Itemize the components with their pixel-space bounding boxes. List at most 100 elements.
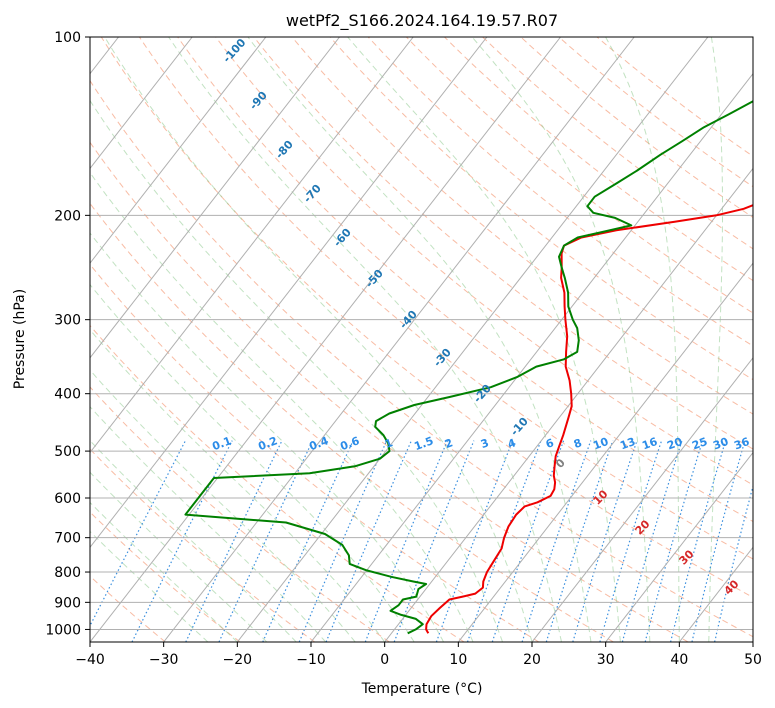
y-tick-label: 100 — [54, 30, 81, 46]
isotherm — [90, 37, 193, 170]
dry-adiabat — [90, 263, 540, 642]
moist-adiabat — [90, 369, 356, 642]
moist-adiabat — [90, 171, 474, 642]
dry-adiabat — [215, 37, 753, 486]
moist-adiabat — [90, 406, 327, 642]
mixing-ratio-label: 25 — [690, 435, 709, 452]
background-lines — [90, 37, 753, 642]
moist-adiabat — [471, 37, 651, 642]
dry-adiabat — [90, 79, 753, 638]
mixing-ratio-line — [298, 440, 388, 642]
mixing-ratio-label: 0.6 — [338, 434, 361, 453]
mixing-ratio-label: 10 — [591, 435, 610, 453]
moist-adiabat — [90, 439, 297, 642]
x-axis-label: Temperature (°C) — [361, 681, 483, 697]
mixing-ratio-line — [435, 440, 514, 642]
dry-adiabat — [90, 448, 315, 642]
isotherm — [457, 262, 753, 642]
y-axis-label: Pressure (hPa) — [12, 289, 28, 389]
x-tick-label: 30 — [597, 652, 615, 668]
isotherm — [90, 37, 340, 359]
mixing-ratio-line — [131, 440, 233, 642]
y-tick-label: 400 — [54, 387, 81, 403]
mixing-ratio-label: 2 — [443, 436, 455, 451]
mixing-ratio-label: 6 — [544, 436, 556, 451]
y-tick-label: 300 — [54, 313, 81, 329]
mixing-ratio-line — [644, 440, 704, 642]
dry-adiabat — [329, 37, 753, 381]
isotherm — [90, 37, 561, 642]
moist-adiabat — [90, 501, 238, 642]
moist-adiabat — [90, 99, 503, 642]
isotherm — [310, 72, 753, 642]
isotherm — [90, 37, 414, 454]
y-tick-label: 600 — [54, 491, 81, 507]
isotherm — [90, 37, 267, 264]
mixing-ratio-line — [325, 440, 412, 642]
moist-adiabat — [90, 329, 386, 642]
dry-adiabat — [253, 37, 753, 450]
moist-adiabat — [90, 283, 415, 642]
dry-adiabat — [291, 37, 753, 415]
x-tick-label: −30 — [149, 652, 179, 668]
chart-title: wetPf2_S166.2024.164.19.57.R07 — [286, 11, 558, 31]
moist-adiabat — [90, 471, 268, 642]
x-tick-label: 0 — [380, 652, 389, 668]
x-tick-label: −40 — [75, 652, 105, 668]
mixing-ratio-label: 0.2 — [256, 434, 279, 453]
isotherm — [605, 451, 753, 642]
dry-adiabat — [520, 37, 753, 219]
moist-adiabat — [605, 37, 680, 642]
dry-adiabat — [138, 37, 753, 560]
y-axis: 100 200 300 400 500 600 700 800 900 1000 — [45, 30, 90, 638]
dewpoint-trace — [184, 100, 753, 635]
mixing-ratio-line — [599, 440, 663, 642]
moist-adiabat — [247, 37, 592, 642]
y-tick-label: 900 — [54, 595, 81, 611]
mixing-ratio-line — [572, 440, 638, 642]
mixing-ratio-line — [621, 440, 683, 642]
x-axis: −40 −30 −20 −10 0 10 20 30 40 50 — [75, 642, 762, 668]
line-labels: -100-90-80-70-60-50-40-30-20-100.1 0.2 0.4… — [210, 37, 751, 598]
isotherm — [236, 37, 709, 642]
y-tick-label: 500 — [54, 444, 81, 460]
mixing-ratio-line — [466, 440, 542, 642]
dry-adiabat — [100, 37, 753, 598]
mixing-ratio-label: 8 — [572, 436, 584, 451]
y-tick-label: 700 — [54, 531, 81, 547]
mixing-ratio-label: 1.5 — [412, 434, 435, 453]
x-tick-label: −10 — [296, 652, 326, 668]
plot-frame — [89, 36, 754, 643]
x-tick-label: −20 — [223, 652, 253, 668]
moist-adiabat — [104, 37, 533, 642]
isotherm — [384, 167, 753, 642]
moist-adiabat — [90, 530, 209, 642]
plot-background — [90, 37, 753, 642]
x-tick-label: 50 — [744, 652, 762, 668]
mixing-ratio-label: 4 — [506, 436, 518, 451]
isotherm — [163, 37, 635, 642]
x-tick-label: 10 — [449, 652, 467, 668]
moist-adiabat — [90, 232, 445, 642]
dry-adiabat — [406, 37, 753, 314]
temperature-trace — [425, 204, 753, 634]
dry-adiabat — [482, 37, 753, 250]
mixing-ratio-label: 30 — [711, 435, 730, 453]
mixing-ratio-line — [670, 440, 727, 642]
mixing-ratio-label: 1 — [383, 436, 395, 451]
y-tick-label: 1000 — [45, 622, 81, 638]
mixing-ratio-line — [714, 483, 753, 642]
mixing-ratio-label: 16 — [640, 435, 659, 453]
dry-adiabat — [177, 37, 753, 523]
mixing-ratio-label: 3 — [479, 436, 491, 451]
x-tick-label: 40 — [670, 652, 688, 668]
mixing-ratio-line — [491, 440, 565, 642]
mixing-ratio-label: 0.4 — [307, 434, 330, 453]
dry-adiabat — [90, 141, 689, 642]
mixing-ratio-label: 20 — [665, 435, 684, 453]
y-tick-label: 200 — [54, 208, 81, 224]
x-tick-label: 20 — [523, 652, 541, 668]
mixing-ratio-label: 13 — [618, 435, 637, 452]
grid-lines — [90, 37, 753, 642]
